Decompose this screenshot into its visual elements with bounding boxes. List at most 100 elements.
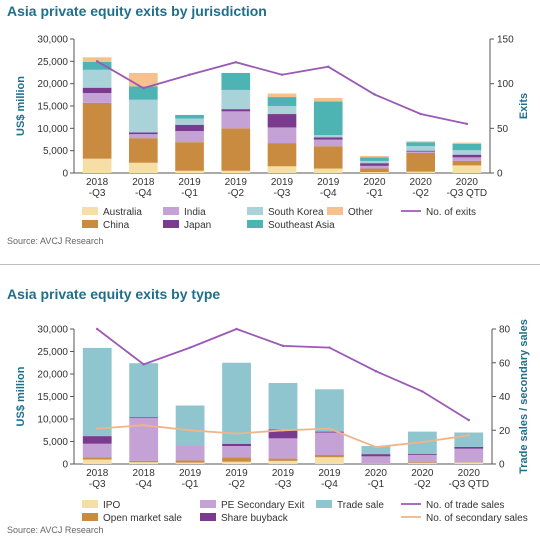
bar-segment-pe-secondary-exit: [407, 455, 437, 463]
line-point: [96, 327, 99, 331]
y2-tick-label: 40: [499, 392, 511, 403]
line-point: [188, 73, 191, 76]
line-point: [419, 112, 422, 116]
bar-segment-australia: [129, 162, 158, 173]
y2-tick-label: 80: [499, 325, 511, 336]
bar-segment-open-market-sale: [129, 460, 159, 463]
bar-segment-south-korea: [452, 150, 482, 155]
chart-panel-type: Asia private equity exits by type 0 5,000…: [0, 283, 540, 540]
x-tick-label-year: 2018: [132, 177, 155, 188]
bar-segment-south-korea: [82, 69, 112, 88]
line-point: [142, 86, 145, 90]
legend-label: PE Secondary Exit: [221, 500, 305, 511]
line-point: [374, 369, 378, 373]
chart-jurisdiction-svg: 0 5,000 10,000 15,000 20,000 25,000 30,000 0 50 1…: [15, 35, 530, 232]
bar-segment-india: [175, 131, 204, 143]
y-axis-title: US$ million: [15, 76, 27, 136]
bar-segment-south-korea: [406, 146, 435, 151]
bar-segment-australia: [267, 166, 297, 173]
x-tick-label-period: -Q3: [275, 479, 292, 490]
bar-segment-share-buyback: [454, 446, 484, 449]
bar-segment-australia: [82, 158, 112, 173]
bar-segment-trade-sale: [175, 405, 205, 446]
bar-segment-australia: [313, 168, 343, 173]
bar-segment-ipo: [454, 462, 484, 464]
y-tick-label: 30,000: [37, 325, 68, 336]
bar-segment-share-buyback: [407, 454, 437, 455]
x-tick-label-year: 2019: [225, 468, 248, 479]
x-tick-label-year: 2020: [363, 177, 386, 188]
line-point: [95, 60, 99, 63]
bar-segment-india: [406, 151, 435, 153]
bar-segment-japan: [221, 109, 251, 112]
y-tick-label: 0: [62, 169, 68, 180]
line-point: [235, 327, 238, 331]
legend-swatch: [200, 513, 216, 521]
bar-segment-share-buyback: [315, 431, 344, 433]
bar-segment-ipo: [407, 463, 437, 464]
bar-segment-south-korea: [360, 160, 389, 164]
bar-segment-southeast-asia: [267, 97, 297, 106]
x-tick-label-period: -Q4: [321, 479, 338, 490]
bar-segment-australia: [221, 170, 251, 173]
y-tick-label: 25,000: [37, 347, 68, 358]
x-tick-label-period: -Q4: [320, 188, 337, 199]
line-point: [280, 73, 284, 76]
bar-segment-southeast-asia: [452, 143, 482, 151]
x-tick-label-year: 2019: [271, 177, 294, 188]
bar-segment-southeast-asia: [360, 157, 389, 161]
bar-segment-pe-secondary-exit: [454, 448, 484, 463]
bar-segment-other: [267, 93, 297, 98]
bar-segment-china: [313, 146, 343, 169]
x-tick-label-year: 2020: [456, 177, 479, 188]
chart-source: Source: AVCJ Research: [7, 236, 104, 246]
bar-segment-japan: [452, 154, 482, 158]
x-tick-label-year: 2020: [411, 468, 434, 479]
chart-panel-jurisdiction: Asia private equity exits by jurisdictio…: [0, 0, 540, 262]
x-tick-label-year: 2018: [86, 468, 109, 479]
y2-tick-label: 0: [497, 169, 503, 180]
legend-swatch: [327, 207, 343, 215]
y2-tick-label: 20: [499, 426, 511, 437]
chart-title: Asia private equity exits by jurisdictio…: [7, 3, 267, 19]
x-tick-label-year: 2018: [86, 177, 109, 188]
bar-segment-ipo: [175, 462, 205, 464]
line-point: [421, 390, 424, 393]
bar-segment-southeast-asia: [129, 86, 158, 100]
x-tick-label-period: -Q1: [181, 188, 198, 199]
bar-segment-pe-secondary-exit: [175, 446, 205, 461]
bar-segment-india: [221, 111, 251, 129]
line-point: [142, 363, 145, 366]
bar-segment-japan: [406, 150, 435, 152]
bar-segment-china: [406, 152, 435, 172]
bar-segment-southeast-asia: [406, 142, 435, 147]
bar-segment-trade-sale: [315, 389, 344, 432]
x-tick-label-period: -Q2: [412, 188, 429, 199]
y2-tick-label: 100: [497, 79, 514, 90]
y2-tick-label: 50: [497, 124, 509, 135]
line-point: [374, 445, 378, 449]
bar-segment-china: [221, 128, 251, 171]
bar-segment-open-market-sale: [407, 462, 437, 464]
x-tick-label-year: 2019: [178, 177, 201, 188]
bar-segment-open-market-sale: [82, 457, 112, 460]
line-point: [188, 429, 192, 432]
line-point: [328, 427, 331, 430]
legend-label: Trade sale: [337, 500, 384, 511]
line-point: [467, 434, 470, 437]
bar-segment-open-market-sale: [222, 457, 251, 462]
bar-segment-pe-secondary-exit: [361, 456, 391, 464]
x-tick-label-period: -Q2: [227, 188, 244, 199]
line-point: [327, 65, 330, 68]
x-tick-label-period: -Q1: [368, 479, 385, 490]
bar-segment-south-korea: [221, 89, 251, 110]
legend-label: No. of exits: [426, 207, 476, 218]
bar-segment-southeast-asia: [175, 114, 204, 119]
y2-axis-title: Exits: [518, 93, 530, 119]
bar-segment-other: [360, 156, 389, 158]
bar-segment-south-korea: [267, 106, 297, 115]
line-point: [235, 432, 238, 435]
bar-segment-southeast-asia: [82, 61, 112, 70]
bar-segment-india: [129, 134, 158, 139]
bar-segment-japan: [129, 132, 158, 135]
